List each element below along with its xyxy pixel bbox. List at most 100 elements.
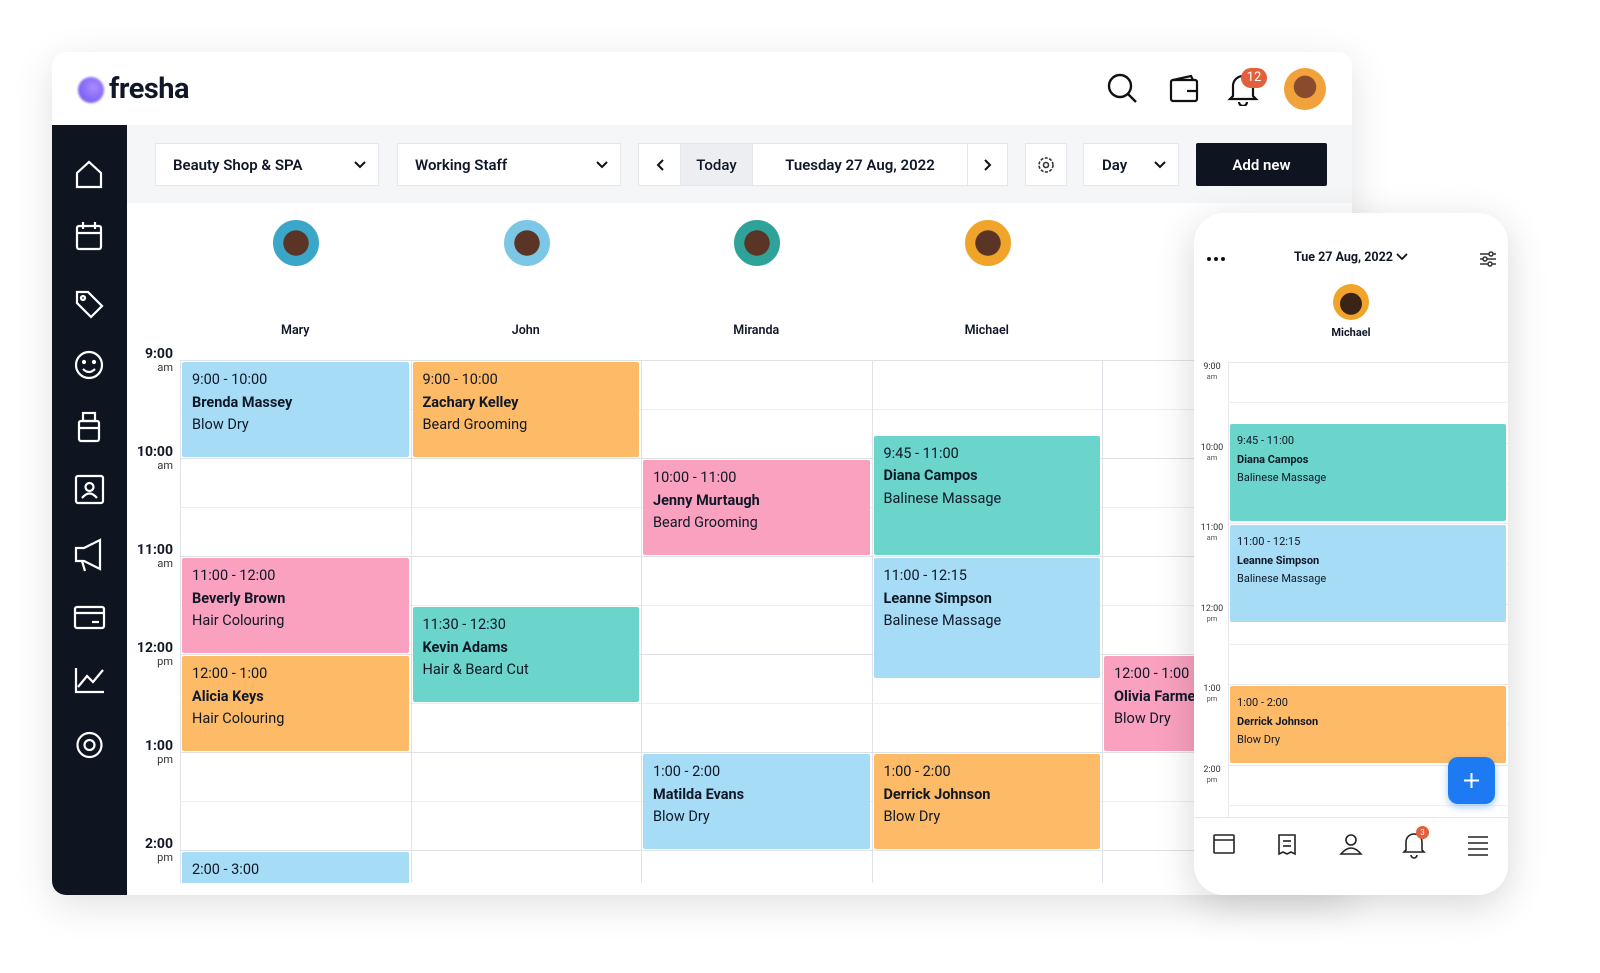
appointment[interactable]: 9:00 - 10:00 Zachary Kelley Beard Grooming — [412, 362, 639, 457]
calendar-settings-button[interactable] — [1025, 143, 1067, 186]
calendar-icon[interactable] — [75, 222, 103, 251]
mobile-staff-name: Michael — [1331, 326, 1371, 339]
mobile-half-hour-line — [1228, 402, 1508, 404]
appointment[interactable]: 11:00 - 12:00 Beverly Brown Hair Colouring — [182, 558, 409, 653]
appointment-service: Blow Dry — [192, 416, 249, 433]
appointment-time: 11:00 - 12:15 — [883, 567, 967, 584]
filter-icon[interactable] — [1479, 251, 1497, 267]
appointment-client: Leanne Simpson — [1237, 553, 1320, 567]
staff-dropdown[interactable]: Working Staff — [397, 143, 621, 186]
marketing-icon[interactable] — [74, 538, 102, 572]
column-divider — [871, 360, 873, 883]
nav-sales[interactable] — [1278, 834, 1296, 856]
logo[interactable]: fresha — [109, 72, 190, 106]
appointment-time: 9:00 - 10:00 — [422, 371, 498, 388]
appointment[interactable]: 9:00 - 10:00 Brenda Massey Blow Dry — [182, 362, 409, 457]
hour-line — [180, 850, 1352, 851]
hour-line — [180, 654, 1352, 655]
appointment-client: Zachary Kelley — [422, 393, 519, 411]
appointment-client: Olivia Farmer — [1114, 687, 1201, 705]
appointment-service: Balinese Massage — [883, 612, 1002, 629]
view-dropdown[interactable]: Day — [1083, 143, 1179, 186]
mobile-half-hour-line — [1228, 643, 1508, 645]
desktop-window: fresha 12 Beauty Shop & SPA Working Staf… — [52, 52, 1352, 895]
staff-avatar[interactable] — [502, 219, 551, 267]
appointment-client: Leanne Simpson — [883, 589, 992, 607]
staff-avatar[interactable] — [733, 219, 782, 267]
product-icon[interactable] — [77, 411, 101, 443]
nav-clients[interactable] — [1339, 834, 1363, 855]
appointment-time: 12:00 - 1:00 — [192, 665, 268, 682]
mobile-appointment[interactable]: 1:00 - 2:00 Derrick Johnson Blow Dry — [1230, 686, 1506, 763]
column-divider — [180, 360, 181, 883]
prev-day-button[interactable] — [638, 143, 681, 186]
hour-line — [180, 556, 1352, 557]
more-icon[interactable] — [1206, 255, 1226, 263]
search-icon[interactable] — [1107, 72, 1137, 106]
appointment-service: Balinese Massage — [1237, 471, 1327, 485]
mobile-time-hour: 10:00 — [1200, 442, 1224, 453]
appointment-time: 1:00 - 2:00 — [653, 763, 721, 780]
column-divider — [410, 360, 412, 883]
appointment-client: Diana Campos — [1237, 452, 1309, 466]
sales-icon[interactable] — [73, 605, 106, 630]
add-new-button[interactable]: Add new — [1196, 143, 1327, 186]
reports-icon[interactable] — [74, 668, 104, 694]
mobile-hour-line — [1228, 764, 1508, 766]
appointment-time: 1:00 - 2:00 — [883, 763, 951, 780]
time-label-hour: 9:00 — [144, 346, 173, 362]
time-label-period: am — [157, 459, 173, 472]
nav-menu[interactable] — [1468, 836, 1488, 856]
home-icon[interactable] — [75, 160, 103, 189]
hour-line — [180, 360, 1352, 361]
toolbar: Beauty Shop & SPA Working Staff Today Tu… — [127, 125, 1352, 203]
appointment-client: Diana Campos — [883, 467, 978, 484]
appointment[interactable]: 9:45 - 11:00 Diana Campos Balinese Massage — [873, 435, 1100, 555]
appointment-time: 12:00 - 1:00 — [1114, 665, 1190, 682]
staff-name: Mary — [281, 323, 310, 338]
nav-calendar[interactable] — [1213, 834, 1235, 854]
mobile-time-period: am — [1206, 533, 1218, 542]
user-avatar[interactable] — [1284, 68, 1326, 110]
calendar-grid: 9:00 am 10:00 am 11:00 am 12:00 pm 1:00 pm 2:00 pm M… — [127, 203, 1352, 895]
mobile-time-period: am — [1206, 452, 1218, 462]
mobile-app: Tue 27 Aug, 2022 Michael 9:00 am 10:00 am 11… — [1194, 213, 1508, 895]
staff-avatar[interactable] — [272, 219, 321, 267]
mobile-date-picker[interactable]: Tue 27 Aug, 2022 — [1194, 250, 1508, 265]
client-icon[interactable] — [74, 350, 104, 380]
appointment[interactable]: 1:00 - 2:00 Matilda Evans Blow Dry — [643, 754, 870, 849]
column-divider — [1102, 360, 1103, 883]
next-day-button[interactable] — [967, 143, 1008, 186]
logo-mark — [78, 77, 104, 103]
appointment-time: 9:00 - 10:00 — [192, 371, 268, 388]
appointment[interactable]: 12:00 - 1:00 Alicia Keys Hair Colouring — [182, 656, 409, 751]
time-label-period: pm — [157, 851, 173, 864]
staff-name: Miranda — [733, 323, 780, 338]
date-display[interactable]: Tuesday 27 Aug, 2022 — [752, 143, 968, 186]
appointment[interactable]: 1:00 - 2:00 Derrick Johnson Blow Dry — [873, 754, 1100, 849]
fab-add[interactable] — [1448, 757, 1495, 804]
mobile-hour-line — [1228, 684, 1508, 685]
appointment-service: Hair Colouring — [192, 710, 285, 727]
staff-avatar[interactable] — [963, 219, 1012, 267]
time-label-period: am — [157, 361, 173, 374]
appointment-service: Hair & Beard Cut — [422, 661, 529, 678]
appointment[interactable]: 10:00 - 11:00 Jenny Murtaugh Beard Groomin… — [643, 460, 870, 555]
sidebar — [52, 125, 127, 895]
tag-icon[interactable] — [75, 290, 104, 319]
appointment[interactable]: 11:00 - 12:15 Leanne Simpson Balinese Mass… — [873, 558, 1100, 678]
location-dropdown[interactable]: Beauty Shop & SPA — [155, 143, 379, 186]
staff-icon[interactable] — [74, 474, 105, 505]
appointment-client: Derrick Johnson — [883, 785, 991, 803]
appointment[interactable]: 11:30 - 12:30 Kevin Adams Hair & Beard Cut — [412, 607, 639, 702]
mobile-appointment[interactable]: 9:45 - 11:00 Diana Campos Balinese Massage — [1230, 424, 1506, 521]
appointment-time: 10:00 - 11:00 — [653, 469, 737, 486]
wallet-icon[interactable] — [1169, 74, 1199, 104]
staff-name: Michael — [964, 323, 1009, 338]
top-bar: fresha 12 — [52, 52, 1352, 126]
settings-icon[interactable] — [76, 731, 103, 759]
mobile-appointment[interactable]: 11:00 - 12:15 Leanne Simpson Balinese Mass… — [1230, 525, 1506, 622]
today-button[interactable]: Today — [680, 143, 753, 186]
time-label-hour: 2:00 — [144, 836, 173, 852]
